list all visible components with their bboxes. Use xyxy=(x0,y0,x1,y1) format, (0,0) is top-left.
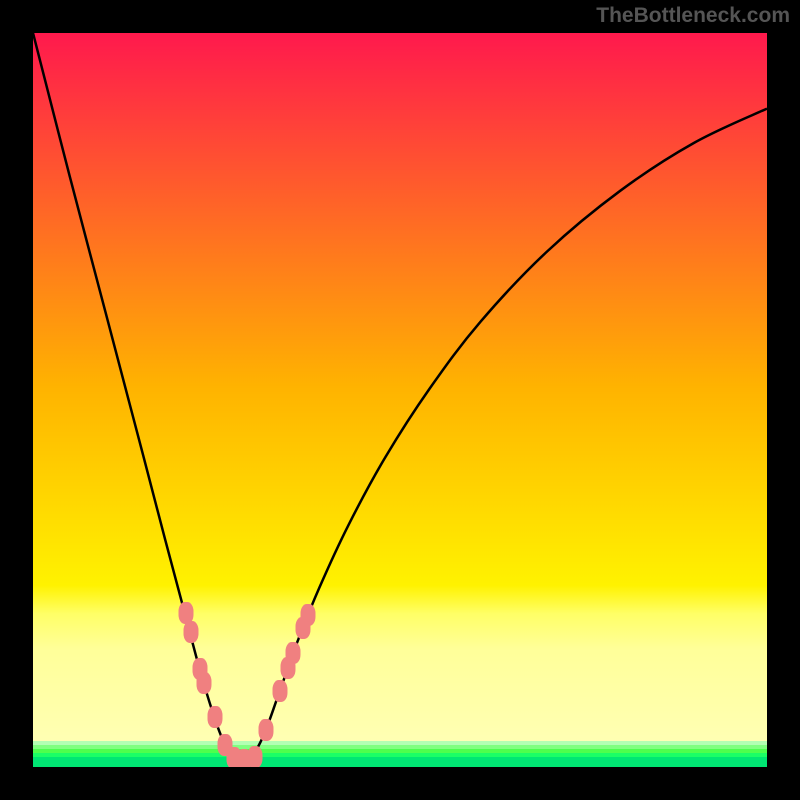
chart-container: TheBottleneck.com xyxy=(0,0,800,800)
data-marker xyxy=(259,719,274,741)
data-marker xyxy=(247,746,262,767)
data-marker xyxy=(301,604,316,626)
watermark-text: TheBottleneck.com xyxy=(596,4,790,28)
data-marker xyxy=(197,672,212,694)
plot-area xyxy=(33,33,767,767)
data-marker xyxy=(208,706,223,728)
data-marker xyxy=(272,680,287,702)
curve-left-branch xyxy=(33,33,236,758)
data-marker xyxy=(285,642,300,664)
data-marker xyxy=(183,621,198,643)
curve-lines xyxy=(33,33,767,767)
curve-right-branch xyxy=(252,109,767,759)
